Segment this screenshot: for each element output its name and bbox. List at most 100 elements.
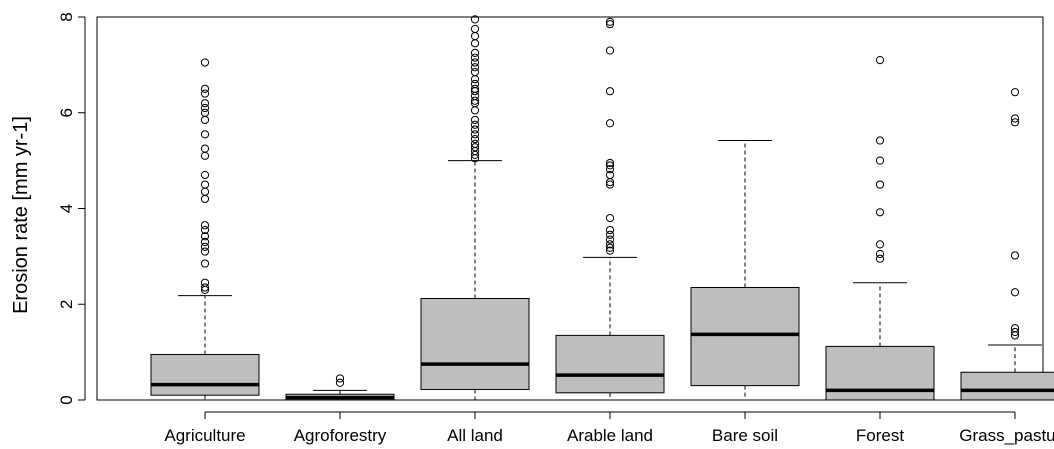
outlier-point <box>1010 324 1020 333</box>
outlier-point <box>200 247 210 256</box>
outlier-point <box>605 225 615 235</box>
outlier-point <box>200 99 210 108</box>
plot-area <box>96 16 1044 401</box>
outlier-point <box>200 259 210 268</box>
outlier-point <box>200 151 210 160</box>
x-tick-label: Arable land <box>567 426 653 445</box>
outlier-point <box>875 55 885 65</box>
outlier-point <box>200 144 210 153</box>
outlier-point <box>470 115 480 125</box>
outlier-point <box>1010 327 1020 337</box>
x-tick-label: Agroforestry <box>294 426 387 445</box>
box-iqr <box>690 286 800 387</box>
outlier-point <box>605 230 615 239</box>
outlier-point <box>470 39 480 48</box>
outlier-point <box>200 89 210 98</box>
box-group <box>285 374 395 401</box>
outlier-point <box>200 242 210 251</box>
outlier-point <box>875 249 885 259</box>
outlier-point <box>470 139 480 148</box>
x-axis: Agriculture Agroforestry All land Arable la… <box>164 411 1054 445</box>
outlier-point <box>1010 288 1020 297</box>
outlier-point <box>470 67 480 77</box>
outlier-point <box>470 63 480 72</box>
outlier-point <box>470 79 480 89</box>
outlier-point <box>470 143 480 152</box>
outlier-point <box>200 130 210 139</box>
box-group <box>825 55 935 401</box>
box-iqr <box>555 334 665 394</box>
outlier-point <box>200 108 210 117</box>
outlier-point <box>470 32 480 41</box>
outlier-point <box>470 15 480 24</box>
outlier-point <box>200 237 210 247</box>
outlier-point <box>470 53 480 62</box>
outlier-point <box>605 158 615 168</box>
y-tick-label: 8 <box>57 12 76 21</box>
x-tick-label: All land <box>447 426 503 445</box>
y-axis: 0 2 4 6 8 <box>57 12 86 405</box>
outlier-point <box>200 278 210 287</box>
outlier-point <box>470 120 480 129</box>
outlier-point <box>875 156 885 165</box>
box-iqr <box>960 371 1054 401</box>
outlier-point <box>875 240 885 249</box>
box-group <box>960 88 1054 401</box>
outlier-point <box>1010 251 1020 260</box>
outlier-point <box>875 208 885 217</box>
outlier-point <box>200 283 210 292</box>
outlier-point <box>470 96 480 105</box>
box-group <box>690 140 800 401</box>
outlier-point <box>470 106 480 115</box>
outlier-point <box>470 75 480 84</box>
outlier-point <box>200 115 210 125</box>
outlier-point <box>875 254 885 263</box>
outlier-point <box>605 119 615 128</box>
outlier-point <box>470 24 480 34</box>
outlier-point <box>470 84 480 93</box>
y-axis-title: Erosion rate [mm yr-1] <box>10 116 32 314</box>
outlier-point <box>1010 88 1020 97</box>
box-group <box>555 17 665 401</box>
outlier-point <box>605 243 615 252</box>
plot-frame <box>96 16 1044 401</box>
outlier-point <box>200 194 210 204</box>
outlier-point <box>200 58 210 67</box>
x-tick-label: Grass_pasture <box>959 426 1054 445</box>
x-tick-label: Bare soil <box>712 426 778 445</box>
box-iqr <box>150 354 260 396</box>
outlier-point <box>1010 118 1020 127</box>
outlier-point <box>875 180 885 189</box>
outlier-point <box>200 225 210 235</box>
outlier-point <box>605 240 615 249</box>
y-tick-label: 4 <box>57 204 76 213</box>
outlier-point <box>470 130 480 139</box>
outlier-point <box>470 125 480 134</box>
outlier-point <box>605 170 615 180</box>
y-tick-label: 6 <box>57 108 76 117</box>
x-tick-label: Agriculture <box>164 426 245 445</box>
outlier-point <box>200 187 210 196</box>
box-group <box>150 58 260 401</box>
y-tick-label: 0 <box>57 395 76 404</box>
outlier-point <box>605 46 615 55</box>
outlier-point <box>605 235 615 244</box>
outlier-point <box>605 87 615 96</box>
outlier-point <box>605 17 615 26</box>
outlier-point <box>200 170 210 180</box>
outlier-point <box>335 374 345 383</box>
box-iqr <box>420 298 530 390</box>
outlier-point <box>470 134 480 144</box>
outlier-point <box>605 213 615 223</box>
outlier-point <box>200 232 210 241</box>
outlier-point <box>605 20 615 29</box>
outlier-point <box>605 161 615 170</box>
outlier-point <box>875 136 885 145</box>
outlier-point <box>470 58 480 67</box>
outlier-point <box>605 180 615 189</box>
outlier-point <box>200 84 210 93</box>
outlier-point <box>200 221 210 230</box>
outlier-point <box>1010 114 1020 123</box>
outlier-point <box>605 246 615 255</box>
